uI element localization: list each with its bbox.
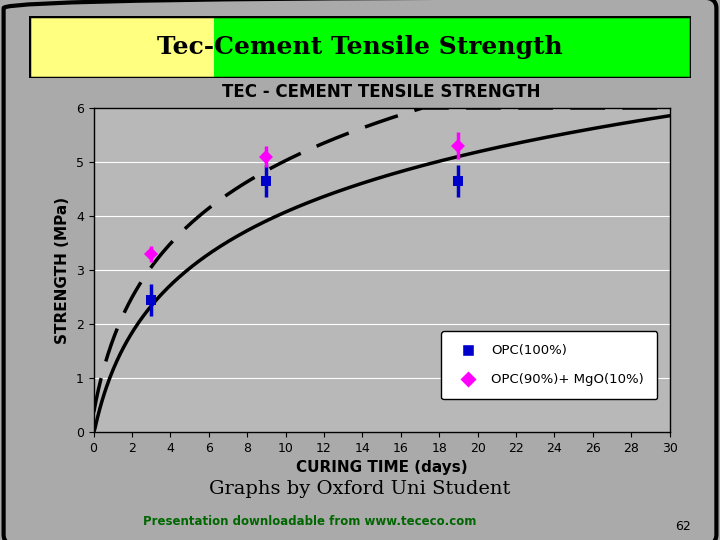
Title: TEC - CEMENT TENSILE STRENGTH: TEC - CEMENT TENSILE STRENGTH bbox=[222, 83, 541, 101]
Text: Tec-Cement Tensile Strength: Tec-Cement Tensile Strength bbox=[157, 35, 563, 59]
Text: Graphs by Oxford Uni Student: Graphs by Oxford Uni Student bbox=[210, 480, 510, 498]
Legend: OPC(100%), OPC(90%)+ MgO(10%): OPC(100%), OPC(90%)+ MgO(10%) bbox=[441, 331, 657, 400]
Bar bbox=[215, 16, 691, 78]
Y-axis label: STRENGTH (MPa): STRENGTH (MPa) bbox=[55, 197, 71, 343]
Text: 62: 62 bbox=[675, 520, 691, 533]
X-axis label: CURING TIME (days): CURING TIME (days) bbox=[296, 460, 467, 475]
Text: Presentation downloadable from www.tececo.com: Presentation downloadable from www.tecec… bbox=[143, 515, 477, 528]
